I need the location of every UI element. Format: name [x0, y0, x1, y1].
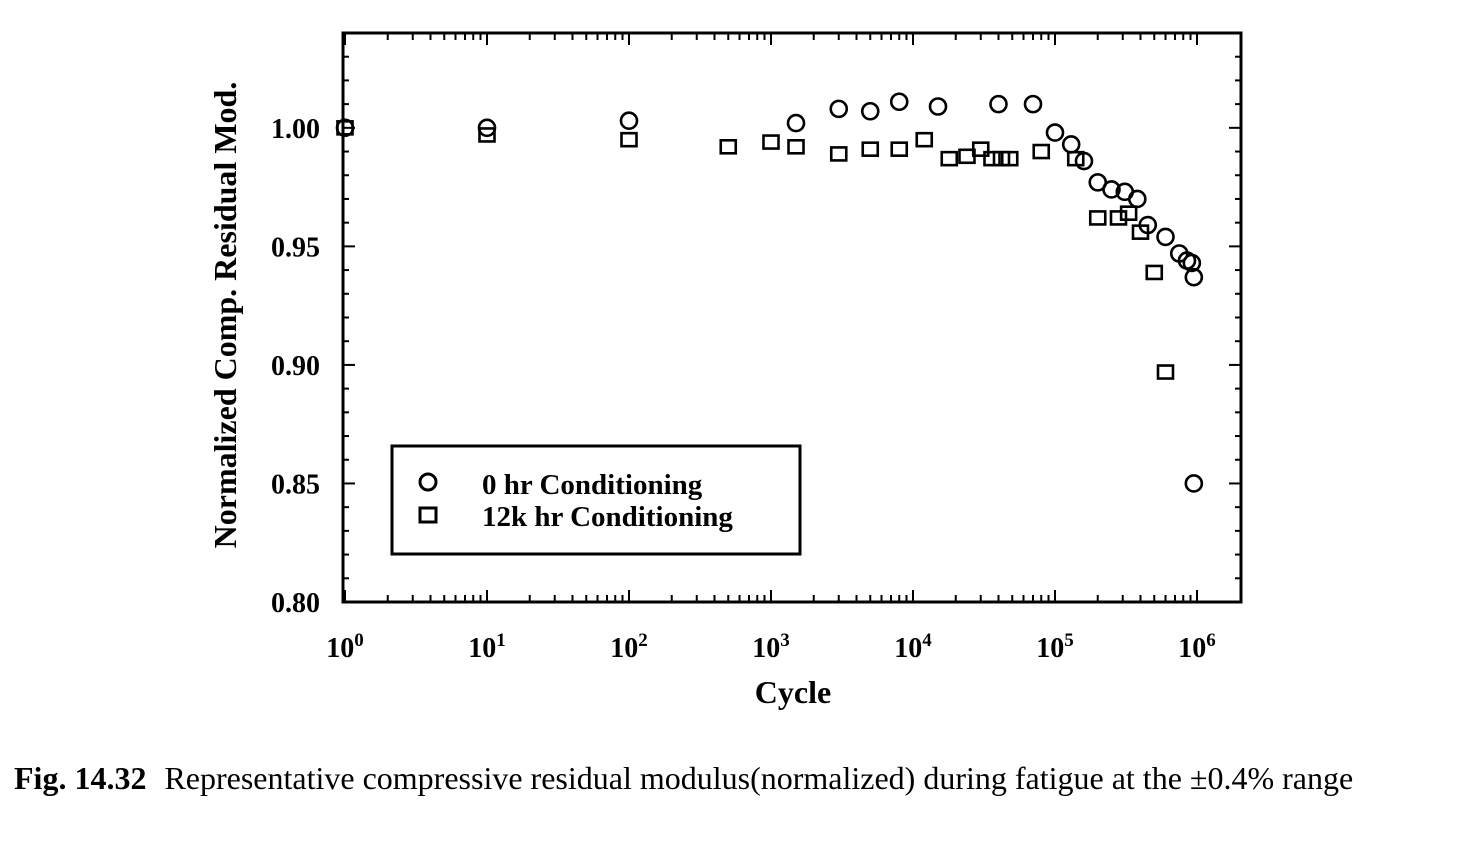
caption-text: Representative compressive residual modu… — [164, 760, 1354, 796]
data-point-circle — [1182, 253, 1202, 273]
y-tick-label: 0.95 — [271, 232, 320, 263]
data-point-square — [787, 139, 805, 155]
legend-marker-square — [418, 506, 438, 524]
data-point-circle — [860, 101, 880, 121]
data-point-square — [1032, 143, 1051, 160]
data-point-circle — [829, 99, 849, 119]
data-point-square — [336, 120, 354, 136]
x-tick-label: 102 — [610, 630, 648, 664]
data-point-circle — [1128, 189, 1147, 209]
data-point-circle — [1102, 180, 1121, 199]
data-point-circle — [889, 92, 909, 112]
x-tick-labels: 100 101 102 103 104 105 106 — [326, 630, 1216, 664]
caption-label: Fig. 14.32 — [14, 760, 147, 796]
data-point-square — [1109, 210, 1128, 226]
y-tick-labels: 0.80 0.85 0.90 0.95 1.00 — [271, 114, 320, 619]
data-point-circle — [928, 97, 948, 116]
data-point-square — [983, 150, 1001, 167]
data-point-circle — [1156, 227, 1175, 247]
data-point-square — [478, 127, 496, 143]
data-point-square — [1066, 150, 1085, 167]
data-point-square — [1131, 224, 1150, 240]
data-point-square — [915, 131, 934, 148]
data-point-square — [719, 139, 738, 155]
data-point-circle — [989, 94, 1008, 114]
data-point-square — [762, 134, 780, 150]
data-points — [335, 92, 1204, 493]
data-point-square — [1088, 210, 1107, 226]
data-point-circle — [1061, 135, 1081, 154]
x-tick-label: 101 — [468, 630, 506, 664]
x-tick-label: 103 — [752, 630, 790, 664]
legend-box — [390, 444, 802, 556]
y-tick-label: 0.80 — [271, 588, 320, 619]
x-tick-label: 106 — [1178, 630, 1216, 664]
x-tick-label: 104 — [894, 630, 932, 664]
y-axis-title: Normalized Comp. Residual Mod. — [207, 82, 243, 549]
x-axis-title: Cycle — [755, 674, 831, 710]
y-tick-label: 1.00 — [271, 114, 320, 145]
legend: 0 hr Conditioning 12k hr Conditioning — [390, 444, 802, 556]
figure-caption: Fig. 14.32 Representative compressive res… — [14, 757, 1440, 799]
data-point-circle — [1184, 267, 1204, 287]
data-point-square — [971, 141, 990, 157]
data-point-square — [1156, 364, 1175, 380]
data-point-square — [1119, 205, 1138, 221]
y-tick-label: 0.90 — [271, 351, 320, 382]
data-point-square — [620, 131, 638, 148]
data-point-circle — [619, 111, 639, 131]
x-tick-label: 100 — [326, 630, 364, 664]
plot-frame — [341, 31, 1243, 604]
data-point-circle — [1184, 474, 1204, 493]
data-point-square — [861, 141, 880, 157]
data-point-square — [890, 141, 909, 157]
data-point-square — [1145, 264, 1164, 281]
legend-label-12khr: 12k hr Conditioning — [482, 501, 733, 533]
legend-label-0hr: 0 hr Conditioning — [482, 469, 703, 501]
x-tick-label: 105 — [1036, 630, 1074, 664]
data-point-square — [1000, 150, 1019, 167]
legend-marker-circle — [418, 472, 438, 492]
data-point-square — [940, 150, 959, 167]
data-point-circle — [786, 113, 806, 133]
chart: 0.800.850.900.951.00 100 101 102 103 104 105 1… — [207, 31, 1243, 710]
data-point-circle — [1045, 123, 1065, 142]
y-tick-label: 0.85 — [271, 469, 320, 500]
data-point-square — [829, 146, 848, 162]
data-point-circle — [1023, 94, 1043, 114]
